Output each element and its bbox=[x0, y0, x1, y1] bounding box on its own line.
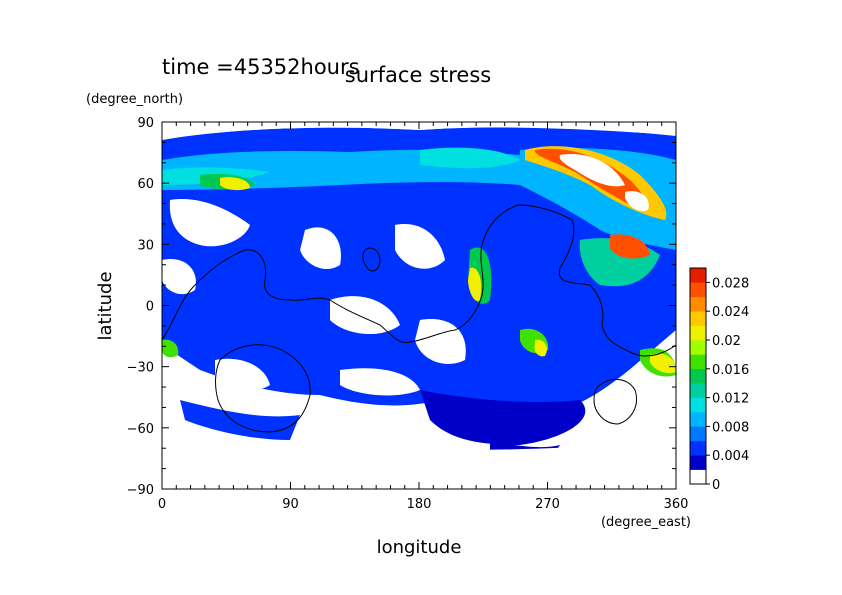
colorbar-swatch bbox=[690, 296, 706, 312]
colorbar-tick-label: 0 bbox=[712, 478, 720, 493]
x-tick-label: 360 bbox=[664, 497, 689, 512]
colorbar-swatch bbox=[690, 354, 706, 370]
colorbar-swatch bbox=[690, 268, 706, 283]
colorbar: 0 0.004 0.008 0.012 0.016 0.02 0.024 0.028 bbox=[689, 267, 749, 493]
colorbar-swatch bbox=[690, 325, 706, 341]
y-tick-label: 30 bbox=[137, 238, 154, 253]
colorbar-tick-label: 0.008 bbox=[712, 420, 749, 435]
coastline-contour bbox=[162, 204, 676, 433]
colorbar-swatch bbox=[690, 282, 706, 298]
y-unit-label: (degree_north) bbox=[86, 92, 183, 107]
y-tick-label: −90 bbox=[127, 483, 154, 498]
colorbar-swatch bbox=[690, 426, 706, 442]
y-tick-label: −30 bbox=[127, 361, 154, 376]
colorbar-tick-label: 0.016 bbox=[712, 363, 749, 378]
colorbar-swatch bbox=[690, 412, 706, 427]
y-tick-label: −60 bbox=[127, 422, 154, 437]
colorbar-tick-label: 0.028 bbox=[712, 276, 749, 291]
x-tick-label: 90 bbox=[282, 497, 299, 512]
colorbar-tick-label: 0.004 bbox=[712, 449, 749, 464]
y-tick-label: 60 bbox=[137, 177, 154, 192]
colorbar-tick-label: 0.012 bbox=[712, 392, 749, 407]
colorbar-swatch bbox=[690, 311, 706, 326]
colorbar-swatch bbox=[690, 455, 706, 470]
time-label: time =45352hours bbox=[162, 55, 360, 79]
y-axis-label: latitude bbox=[95, 271, 116, 340]
colorbar-tick-label: 0.02 bbox=[712, 334, 741, 349]
colorbar-frame bbox=[689, 267, 707, 485]
colorbar-swatch bbox=[690, 440, 706, 456]
colorbar-swatch bbox=[690, 397, 706, 413]
colorbar-swatch bbox=[690, 383, 706, 398]
colorbar-swatch bbox=[690, 340, 706, 355]
chart-title: surface stress bbox=[345, 63, 491, 87]
y-tick-label: 90 bbox=[137, 116, 154, 131]
x-axis-label: longitude bbox=[377, 537, 462, 558]
x-unit-label: (degree_east) bbox=[601, 515, 691, 530]
x-tick-label: 180 bbox=[407, 497, 432, 512]
colorbar-tick-label: 0.024 bbox=[712, 305, 749, 320]
stress-field bbox=[162, 122, 676, 489]
y-tick-label: 0 bbox=[146, 300, 154, 315]
x-tick-label: 270 bbox=[535, 497, 560, 512]
colorbar-swatch bbox=[690, 368, 706, 384]
colorbar-swatch bbox=[690, 469, 706, 485]
x-tick-label: 0 bbox=[158, 497, 166, 512]
